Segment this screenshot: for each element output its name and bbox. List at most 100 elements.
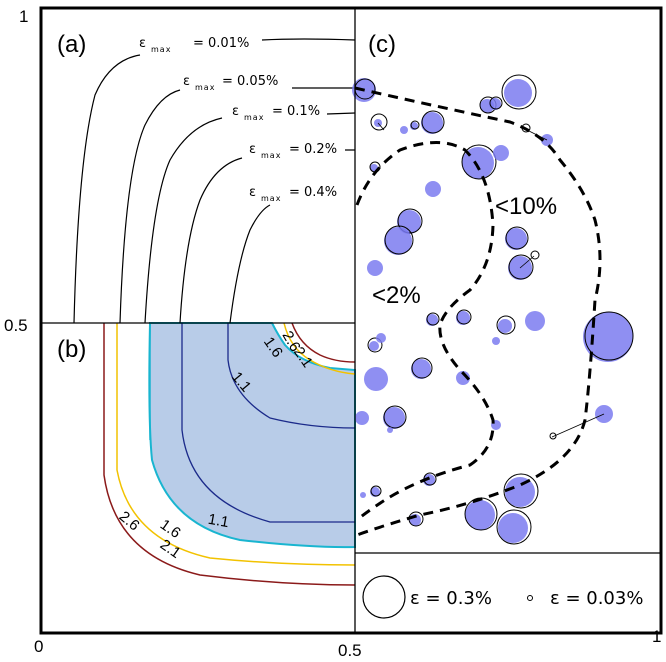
svg-text:ε: ε: [249, 142, 256, 157]
contour-fill-region: [148, 322, 356, 549]
strain-circle-outline: [503, 473, 539, 509]
strain-circle-outline: [496, 509, 532, 545]
strain-circle-outline: [383, 405, 407, 429]
boundary-10pct-dashed: [354, 86, 602, 537]
legend-circle-small: [527, 595, 533, 601]
strain-circle-filled: [411, 359, 431, 379]
strain-circle-outline: [421, 110, 445, 134]
svg-text:= 0.05%: = 0.05%: [222, 74, 278, 89]
strain-circle-outline: [370, 485, 382, 497]
strain-circle-outline: [489, 96, 503, 110]
contour-2-1-line: [116, 323, 356, 566]
eps-0-01-line: [73, 38, 356, 324]
eps-label-0-05: ε max = 0.05%: [183, 74, 278, 92]
panel-a-contours: ε max = 0.01% ε max = 0.05% ε max = 0.1%…: [73, 36, 356, 324]
svg-text:max: max: [195, 83, 215, 92]
strain-circle-filled: [360, 492, 366, 498]
strain-circle-filled: [383, 407, 405, 429]
panel-label-c: (c): [368, 31, 396, 58]
strain-circle-outline: [501, 74, 537, 110]
contour-2-1-line-upper: [283, 322, 356, 375]
svg-text:max: max: [244, 113, 264, 122]
strain-circle-filled: [498, 513, 528, 543]
strain-circle-outline: [584, 311, 634, 361]
strain-circle-filled: [425, 181, 441, 197]
panel-label-a: (a): [57, 31, 86, 58]
svg-text:max: max: [151, 45, 171, 54]
strain-circle-filled: [525, 311, 545, 331]
eps-label-0-01: ε max = 0.01%: [139, 36, 249, 54]
strain-circle-outline: [496, 315, 516, 335]
strain-circle-filled: [505, 228, 527, 250]
contour-label-2-1-lower: 2.1: [157, 536, 184, 562]
eps-label-0-2: ε max = 0.2%: [249, 142, 337, 160]
eps-0-2-line: [179, 149, 355, 324]
strain-circle-filled: [583, 312, 633, 362]
svg-text:ε: ε: [139, 36, 146, 51]
svg-text:= 0.4%: = 0.4%: [289, 185, 337, 200]
svg-text:ε: ε: [232, 104, 239, 119]
svg-text:= 0.01%: = 0.01%: [193, 36, 249, 51]
legend: ε = 0.3% ε = 0.03%: [362, 575, 643, 619]
strain-circle-outline: [411, 357, 433, 379]
panel-b-contours: 2.6 2.1 1.6 1.1 1.1 1.6 2.1 2.6: [103, 322, 356, 586]
panel-c-strain-circles: [352, 74, 634, 545]
region-label-10pct: <10%: [495, 193, 557, 220]
strain-circle-outline: [456, 309, 472, 325]
contour-2-6-line-upper: [291, 322, 356, 363]
strain-circle-outline: [370, 113, 388, 131]
strain-circle-filled: [367, 260, 383, 276]
y-tick-1: 1: [19, 7, 28, 26]
boundary-2pct-dashed: [355, 141, 495, 522]
legend-label-large: ε = 0.3%: [410, 588, 492, 609]
strain-circle-filled: [364, 367, 388, 391]
strain-circle-outline: [505, 226, 529, 250]
strain-circle-outline: [461, 144, 497, 180]
strain-circle-filled: [504, 79, 532, 107]
strain-circle-outline: [397, 208, 423, 234]
strain-circle-filled: [369, 341, 379, 351]
strain-circle-filled: [387, 427, 393, 433]
strain-circle-outline: [530, 250, 540, 260]
legend-label-small: ε = 0.03%: [550, 588, 643, 609]
legend-circle-large: [362, 575, 406, 619]
strain-circle-outline: [384, 225, 414, 255]
strain-circle-filled: [421, 112, 443, 134]
contour-label-1-1-lower: 1.1: [207, 511, 230, 531]
strain-circle-filled: [493, 145, 509, 161]
contour-label-2-6-lower: 2.6: [116, 508, 143, 534]
strain-circle-outline: [426, 312, 440, 326]
strain-circle-filled: [376, 333, 386, 343]
contour-1-1-line-lower: [181, 323, 355, 523]
strain-circle-outline: [549, 432, 557, 440]
svg-text:ε: ε: [249, 185, 256, 200]
strain-circle-outline: [367, 337, 383, 353]
strain-circle-filled: [456, 371, 470, 385]
x-tick-1: 1: [652, 627, 661, 646]
strain-circle-filled: [492, 337, 500, 345]
y-tick-0-5: 0.5: [4, 316, 28, 335]
svg-text:= 0.2%: = 0.2%: [289, 142, 337, 157]
svg-text:max: max: [261, 151, 281, 160]
strain-circle-filled: [498, 319, 512, 333]
svg-text:max: max: [261, 194, 281, 203]
frames: [39, 6, 663, 635]
x-tick-0-5: 0.5: [338, 641, 362, 660]
strain-circle-outline: [410, 120, 420, 130]
contour-2-6-line: [103, 323, 356, 586]
panel-label-b: (b): [57, 336, 86, 363]
eps-0-4-line: [229, 204, 271, 324]
strain-circle-filled: [465, 500, 495, 530]
strain-circle-filled: [505, 477, 535, 507]
contour-1-1-line: [227, 323, 356, 429]
strain-connector-line: [377, 122, 385, 131]
svg-text:ε: ε: [183, 74, 190, 89]
strain-connector-line: [551, 413, 605, 438]
strain-circle-filled: [355, 411, 369, 425]
x-tick-0: 0: [34, 637, 43, 656]
eps-label-0-4: ε max = 0.4%: [249, 185, 337, 203]
strain-circle-filled: [456, 311, 470, 325]
region-label-2pct: <2%: [372, 282, 421, 309]
svg-text:= 0.1%: = 0.1%: [272, 104, 320, 119]
